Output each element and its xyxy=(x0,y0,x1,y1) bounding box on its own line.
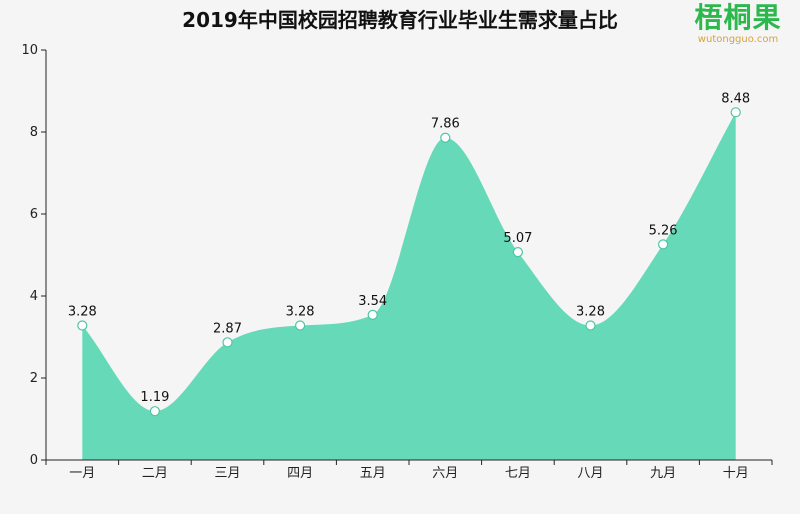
x-tick-label: 十月 xyxy=(723,466,749,481)
data-label: 3.54 xyxy=(358,294,387,309)
data-point[interactable] xyxy=(77,320,88,331)
data-label: 3.28 xyxy=(286,305,315,320)
y-tick-label: 10 xyxy=(21,43,38,58)
logo-url: wutongguo.com xyxy=(697,34,779,45)
data-point[interactable] xyxy=(657,239,669,250)
data-point[interactable] xyxy=(585,320,596,331)
x-axis: 一月 二月 三月 四月 五月 六月 七月 八月 九月 十月 xyxy=(45,460,773,481)
brand-logo[interactable]: 梧桐果 wutongguo.com xyxy=(684,2,792,46)
x-tick-label: 一月 xyxy=(69,466,95,481)
data-point[interactable] xyxy=(222,337,233,348)
x-tick-label: 三月 xyxy=(214,466,240,481)
y-tick-label: 0 xyxy=(30,453,38,468)
data-label: 1.19 xyxy=(140,390,169,405)
data-point[interactable] xyxy=(367,309,378,320)
data-label: 8.48 xyxy=(721,91,750,106)
data-point[interactable] xyxy=(730,107,741,118)
plot-area xyxy=(82,112,736,460)
area-series xyxy=(82,112,736,460)
data-point[interactable] xyxy=(149,406,160,417)
x-tick-label: 四月 xyxy=(287,466,313,481)
data-point[interactable] xyxy=(512,247,524,258)
data-labels: 3.28 1.19 2.87 3.28 3.54 7.86 5.07 3.28 5.26 8.48 xyxy=(68,91,750,405)
x-tick-label: 七月 xyxy=(505,466,531,481)
y-tick-label: 4 xyxy=(30,289,38,304)
y-tick-label: 2 xyxy=(30,371,38,386)
x-tick-label: 八月 xyxy=(577,466,603,481)
y-tick-label: 6 xyxy=(30,207,38,222)
x-tick-label: 六月 xyxy=(432,466,458,481)
data-label: 3.28 xyxy=(68,305,97,320)
data-label: 3.28 xyxy=(576,305,605,320)
y-axis: 0 2 4 6 8 10 xyxy=(21,43,46,468)
x-tick-label: 九月 xyxy=(650,466,676,481)
data-label: 5.26 xyxy=(649,223,678,238)
data-label: 5.07 xyxy=(503,231,532,246)
data-point[interactable] xyxy=(295,320,306,331)
y-tick-label: 8 xyxy=(30,125,38,140)
x-tick-label: 五月 xyxy=(360,466,386,481)
data-label: 2.87 xyxy=(213,321,242,336)
data-point[interactable] xyxy=(440,132,451,143)
x-tick-label: 二月 xyxy=(142,466,168,481)
data-label: 7.86 xyxy=(431,117,460,132)
chart-title: 2019年中国校园招聘教育行业毕业生需求量占比 xyxy=(182,8,618,32)
data-markers xyxy=(77,107,741,417)
logo-text: 梧桐果 xyxy=(694,1,782,34)
